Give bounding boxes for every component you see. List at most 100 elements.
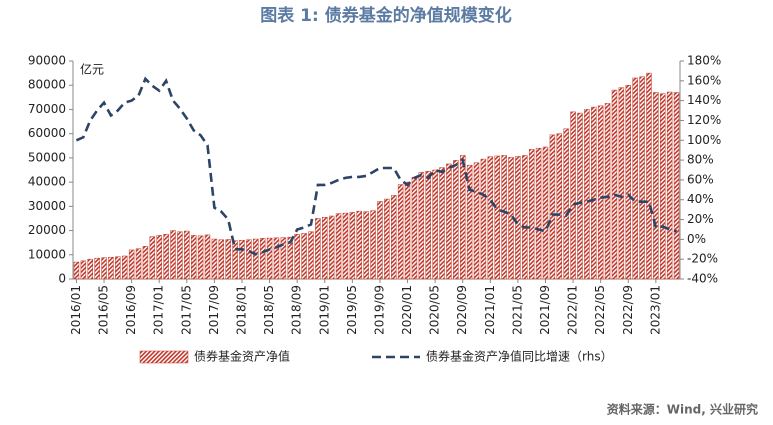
y2-tick-label: 0% bbox=[687, 232, 706, 246]
y-tick-label: 40000 bbox=[28, 175, 66, 189]
x-tick-label: 2020/01 bbox=[400, 285, 414, 335]
bar bbox=[101, 257, 107, 280]
y-tick-label: 90000 bbox=[28, 54, 66, 68]
bar bbox=[556, 133, 563, 280]
legend-swatch bbox=[139, 350, 189, 364]
bar bbox=[363, 211, 369, 280]
x-tick-label: 2022/01 bbox=[566, 285, 580, 335]
bar bbox=[170, 230, 176, 280]
bar bbox=[446, 163, 452, 280]
bar bbox=[439, 167, 445, 280]
y-tick-label: 30000 bbox=[28, 199, 66, 213]
x-tick-label: 2020/05 bbox=[428, 285, 442, 335]
bar bbox=[94, 257, 100, 280]
y2-tick-label: 100% bbox=[687, 133, 721, 147]
bar bbox=[294, 233, 300, 280]
bar bbox=[494, 155, 500, 280]
bar bbox=[328, 215, 335, 280]
bar bbox=[232, 240, 238, 280]
bar bbox=[653, 92, 659, 280]
bar bbox=[391, 195, 397, 280]
x-tick-label: 2018/09 bbox=[290, 285, 304, 335]
chart-title: 图表 1: 债券基金的净值规模变化 bbox=[260, 5, 511, 26]
bar bbox=[577, 112, 583, 280]
bar bbox=[211, 238, 218, 280]
bar bbox=[377, 201, 383, 280]
x-tick-label: 2017/05 bbox=[179, 285, 193, 335]
bar bbox=[80, 260, 87, 280]
bar bbox=[632, 77, 638, 280]
bar bbox=[604, 103, 611, 280]
y-tick-label: 10000 bbox=[28, 247, 66, 261]
bar bbox=[128, 249, 135, 280]
bar bbox=[225, 239, 231, 280]
bar bbox=[542, 146, 549, 280]
bar bbox=[425, 170, 431, 280]
y-tick-label: 70000 bbox=[28, 102, 66, 116]
bar bbox=[273, 237, 280, 280]
bar bbox=[549, 134, 556, 280]
x-tick-label: 2019/05 bbox=[345, 285, 359, 335]
x-tick-label: 2021/05 bbox=[510, 285, 524, 335]
bar bbox=[432, 169, 438, 280]
bar bbox=[646, 72, 652, 280]
bar bbox=[411, 177, 418, 280]
bar bbox=[308, 231, 314, 280]
bar bbox=[522, 155, 528, 280]
bar bbox=[73, 261, 80, 280]
bar bbox=[190, 235, 197, 280]
bar bbox=[453, 160, 459, 280]
line bbox=[75, 76, 677, 256]
x-tick-label: 2016/01 bbox=[69, 285, 83, 335]
x-tick-label: 2021/01 bbox=[483, 285, 497, 335]
bar bbox=[204, 234, 211, 280]
bar bbox=[597, 105, 604, 280]
bar bbox=[535, 147, 542, 280]
y-tick-label: 80000 bbox=[28, 78, 66, 92]
bar bbox=[246, 239, 252, 280]
bar bbox=[384, 198, 390, 280]
bar bbox=[397, 184, 404, 280]
bar bbox=[197, 235, 204, 280]
bar bbox=[625, 84, 632, 280]
y2-tick-label: 80% bbox=[687, 153, 714, 167]
bar bbox=[108, 256, 114, 280]
legend-label: 债券基金资产净值同比增速（rhs） bbox=[426, 349, 613, 364]
bar bbox=[356, 210, 362, 280]
x-tick-label: 2023/01 bbox=[648, 285, 662, 335]
bar bbox=[618, 87, 625, 280]
bar bbox=[280, 237, 287, 280]
y2-tick-label: 60% bbox=[687, 172, 714, 186]
bar bbox=[666, 91, 673, 280]
x-tick-label: 2019/01 bbox=[317, 285, 331, 335]
y2-tick-label: 180% bbox=[687, 54, 721, 68]
bar bbox=[253, 238, 259, 280]
bar bbox=[149, 236, 156, 280]
bar bbox=[501, 155, 507, 280]
bar bbox=[135, 248, 142, 280]
source: 资料来源：Wind, 兴业研究 bbox=[607, 402, 758, 417]
bar bbox=[322, 216, 328, 280]
bar bbox=[87, 258, 93, 280]
bar bbox=[591, 106, 597, 280]
bar bbox=[466, 164, 473, 280]
bar bbox=[370, 210, 376, 280]
y2-tick-label: 40% bbox=[687, 192, 714, 206]
bar bbox=[177, 231, 183, 280]
bar bbox=[342, 212, 349, 280]
x-tick-label: 2017/01 bbox=[152, 285, 166, 335]
bar bbox=[418, 172, 425, 280]
x-tick-label: 2020/09 bbox=[455, 285, 469, 335]
bar bbox=[673, 92, 680, 280]
y2-tick-label: 160% bbox=[687, 73, 721, 87]
x-tick-label: 2016/09 bbox=[124, 285, 138, 335]
y-tick-label: 50000 bbox=[28, 150, 66, 164]
bar bbox=[301, 233, 307, 280]
bar bbox=[611, 89, 618, 280]
bar bbox=[266, 237, 273, 280]
bar bbox=[584, 109, 590, 280]
bar bbox=[404, 181, 411, 280]
y2-tick-label: -40% bbox=[687, 272, 718, 286]
bar bbox=[156, 235, 162, 280]
